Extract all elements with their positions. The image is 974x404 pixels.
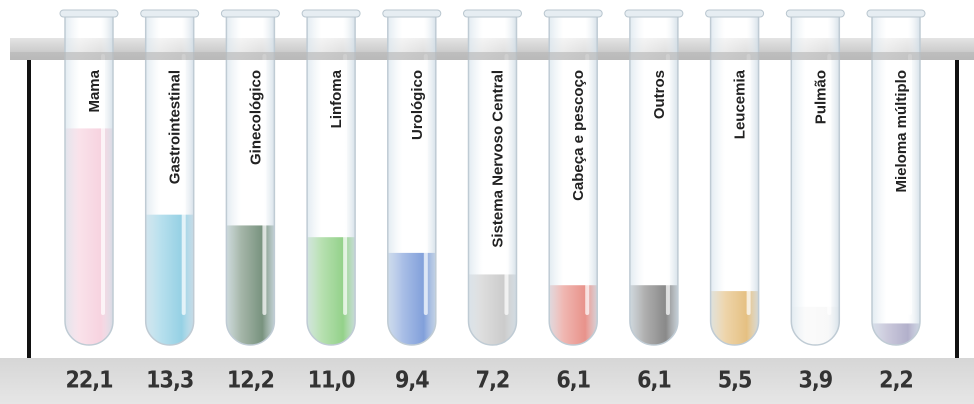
tube-rim (866, 9, 926, 18)
value-label: 6,1 (556, 368, 590, 394)
tube-rim (785, 9, 845, 18)
tube-glass (225, 13, 276, 346)
category-label: Cabeça e pescoço (570, 70, 587, 201)
category-label: Mieloma múltiplo (893, 70, 910, 193)
value-label: 9,4 (395, 368, 429, 394)
tube-rim (543, 9, 603, 18)
tubes: Mama Gastrointestinal Ginecológico Linfoma U… (59, 9, 926, 346)
tube-rim (463, 9, 522, 18)
rack-top-front (10, 52, 974, 60)
category-label: Mama (86, 69, 103, 112)
category-label: Gastrointestinal (167, 70, 184, 184)
value-label: 22,1 (65, 368, 112, 394)
tube-glass (790, 13, 841, 346)
tube-highlight (746, 54, 751, 315)
value-label: 5,5 (718, 368, 752, 394)
tube-highlight (181, 54, 186, 315)
tube-highlight (585, 54, 590, 315)
tube-highlight (504, 54, 509, 315)
tube-glass (709, 13, 760, 346)
tube-rim (220, 9, 280, 18)
category-label: Ginecológico (247, 70, 264, 165)
tube-glass (387, 13, 437, 346)
tube-glass (629, 13, 679, 346)
tube-highlight (665, 54, 670, 315)
tube-highlight (908, 54, 912, 315)
tube-highlight (101, 54, 105, 315)
value-label: 11,0 (308, 368, 356, 394)
category-label: Sistema Nervoso Central (489, 70, 506, 248)
tube-glass (306, 13, 356, 346)
category-label: Leucemia (732, 69, 749, 139)
value-strip (0, 358, 974, 404)
tube-rim (382, 9, 442, 18)
value-label: 6,1 (637, 368, 671, 394)
value-label: 3,9 (798, 368, 832, 394)
category-label: Pulmão (812, 70, 829, 124)
category-label: Linfoma (328, 69, 345, 128)
value-label: 12,2 (227, 368, 274, 394)
value-label: 13,3 (146, 368, 193, 394)
value-label: 7,2 (476, 368, 510, 394)
tube-rim (59, 9, 119, 18)
tube-highlight (343, 54, 348, 315)
value-label: 2,2 (879, 368, 913, 394)
tube-highlight (827, 54, 832, 315)
category-label: Urológico (409, 70, 426, 140)
tube-glass (64, 13, 114, 346)
rack-leg (27, 58, 31, 358)
tube-rim (301, 9, 361, 18)
tube-rim (705, 9, 765, 18)
category-label: Outros (651, 70, 668, 119)
tube-highlight (262, 54, 267, 315)
tube-highlight (423, 54, 428, 315)
tube-rim (624, 9, 684, 18)
tube-rim (140, 9, 200, 18)
rack-leg (955, 58, 959, 358)
